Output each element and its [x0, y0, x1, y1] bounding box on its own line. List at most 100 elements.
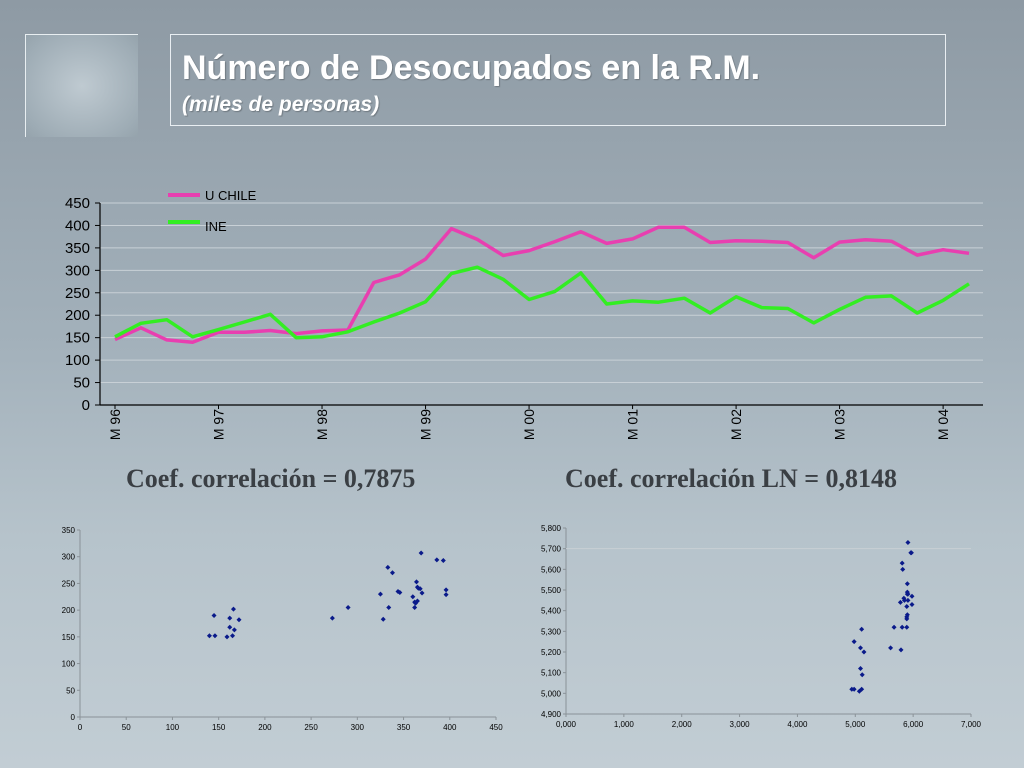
y-tick-label: 350	[62, 526, 76, 535]
scatter-point	[898, 647, 904, 653]
x-tick-label: 3,000	[730, 720, 751, 729]
y-tick-label: 450	[65, 195, 90, 212]
scatter-point	[909, 593, 915, 599]
scatter-point	[851, 639, 857, 645]
scatter-point	[891, 624, 897, 630]
scatter-point	[230, 633, 236, 639]
scatter-point	[345, 604, 351, 610]
scatter-point	[861, 649, 867, 655]
scatter-point	[905, 597, 911, 603]
x-tick-label: M 00	[521, 409, 537, 440]
y-tick-label: 200	[62, 606, 76, 615]
y-tick-label: 300	[65, 262, 90, 279]
scatter-point	[386, 604, 392, 610]
scatter-point	[904, 624, 910, 630]
line-chart: 0 50 100 150 200 250 300 350 400 450 M 96 M 97 M 98 M…	[65, 188, 983, 440]
scatter-point	[230, 606, 236, 612]
scatter-point	[904, 589, 910, 595]
scatter-point	[440, 557, 446, 563]
y-tick-label: 200	[65, 307, 90, 324]
scatter-point	[412, 604, 418, 610]
scatter-point	[231, 627, 237, 633]
series-line-ine	[114, 265, 970, 340]
x-tick-label: M 96	[107, 409, 123, 440]
x-tick-label: 250	[304, 723, 318, 732]
scatter-point	[443, 587, 449, 593]
x-tick-label: 100	[166, 723, 180, 732]
y-tick-label: 250	[65, 285, 90, 302]
x-tick-label: 350	[397, 723, 411, 732]
series-line-u-chile	[114, 225, 970, 344]
y-tick-label: 5,400	[541, 607, 562, 616]
y-tick-label: 5,500	[541, 586, 562, 595]
scatter-point	[397, 590, 403, 596]
legend-label: U CHILE	[205, 188, 257, 203]
scatter-point	[380, 616, 386, 622]
scatter-chart-levels: 0 50 100 150 200 250 300 350 0 50 100 150 200 250 300 3…	[62, 526, 504, 732]
scatter-point	[236, 617, 242, 623]
x-tick-label: 200	[258, 723, 272, 732]
scatter-point	[418, 550, 424, 556]
y-tick-label: 5,000	[541, 689, 562, 698]
x-tick-label: 4,000	[787, 720, 808, 729]
x-tick-label: M 04	[935, 409, 951, 440]
y-tick-label: 0	[82, 397, 90, 414]
scatter-point	[904, 581, 910, 587]
scatter-point	[859, 672, 865, 678]
y-tick-label: 350	[65, 240, 90, 257]
scatter-point	[443, 592, 449, 598]
y-tick-label: 0	[71, 713, 76, 722]
title-box: Número de Desocupados en la R.M. (miles …	[170, 34, 946, 126]
scatter-point	[389, 570, 395, 576]
x-tick-label: M 98	[314, 409, 330, 440]
scatter-point	[901, 597, 907, 603]
logo-panel	[25, 34, 138, 137]
scatter-point	[859, 626, 865, 632]
y-tick-label: 5,600	[541, 565, 562, 574]
x-tick-label: 50	[122, 723, 131, 732]
scatter-point	[888, 645, 894, 651]
x-tick-label: 7,000	[961, 720, 982, 729]
scatter-point	[414, 584, 420, 590]
x-tick-label: 1,000	[614, 720, 635, 729]
scatter-point	[212, 633, 218, 639]
x-tick-label: 150	[212, 723, 226, 732]
x-tick-label: M 01	[625, 409, 641, 440]
x-tick-label: M 97	[211, 409, 227, 440]
x-tick-label: 300	[351, 723, 365, 732]
x-tick-label: 2,000	[672, 720, 693, 729]
scatter-point	[227, 624, 233, 630]
y-tick-label: 5,100	[541, 669, 562, 678]
scatter-point	[899, 624, 905, 630]
y-tick-label: 4,900	[541, 710, 562, 719]
scatter-point	[413, 579, 419, 585]
scatter-point	[849, 686, 855, 692]
scatter-point	[329, 615, 335, 621]
scatter-point	[377, 591, 383, 597]
x-tick-label: 400	[443, 723, 457, 732]
scatter-point	[905, 539, 911, 545]
correlation-caption-left: Coef. correlación = 0,7875	[126, 464, 416, 493]
correlation-caption-right: Coef. correlación LN = 0,8148	[565, 464, 898, 493]
scatter-point	[897, 599, 903, 605]
scatter-point	[899, 560, 905, 566]
scatter-point	[908, 550, 914, 556]
legend-label: INE	[205, 219, 227, 234]
scatter-point	[206, 633, 212, 639]
y-tick-label: 400	[65, 217, 90, 234]
y-tick-label: 250	[62, 579, 76, 588]
scatter-chart-ln: 4,900 5,000 5,100 5,200 5,300 5,400 5,500 5,600…	[541, 524, 982, 729]
x-tick-label: M 99	[418, 409, 434, 440]
x-tick-label: 6,000	[903, 720, 924, 729]
scatter-point	[224, 634, 230, 640]
y-tick-label: 5,800	[541, 524, 562, 533]
x-tick-label: 0	[78, 723, 83, 732]
y-tick-label: 50	[66, 686, 75, 695]
x-tick-label: M 03	[832, 409, 848, 440]
scatter-point	[211, 612, 217, 618]
scatter-point	[857, 645, 863, 651]
scatter-point	[410, 594, 416, 600]
scatter-point	[413, 600, 419, 606]
y-tick-label: 5,200	[541, 648, 562, 657]
scatter-point	[900, 566, 906, 572]
